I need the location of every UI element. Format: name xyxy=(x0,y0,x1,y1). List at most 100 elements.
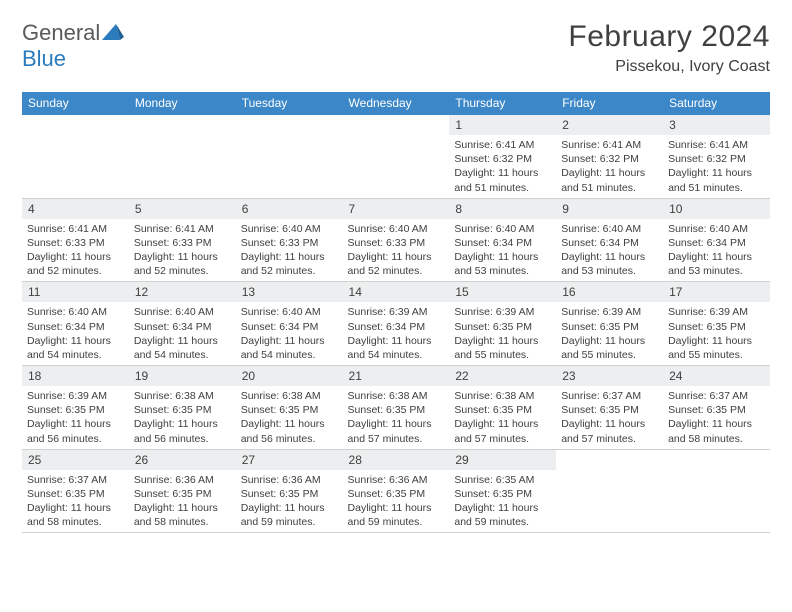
daylight-text: Daylight: 11 hours and 54 minutes. xyxy=(348,334,445,362)
daylight-text: Daylight: 11 hours and 51 minutes. xyxy=(454,166,551,194)
title-block: February 2024 Pissekou, Ivory Coast xyxy=(568,20,770,76)
sunrise-text: Sunrise: 6:36 AM xyxy=(241,473,338,487)
calendar-table: SundayMondayTuesdayWednesdayThursdayFrid… xyxy=(22,92,770,533)
daylight-text: Daylight: 11 hours and 51 minutes. xyxy=(668,166,765,194)
sunset-text: Sunset: 6:34 PM xyxy=(668,236,765,250)
sunset-text: Sunset: 6:32 PM xyxy=(668,152,765,166)
day-details: Sunrise: 6:39 AMSunset: 6:35 PMDaylight:… xyxy=(556,302,663,365)
day-details: Sunrise: 6:41 AMSunset: 6:33 PMDaylight:… xyxy=(22,219,129,282)
day-details: Sunrise: 6:40 AMSunset: 6:34 PMDaylight:… xyxy=(22,302,129,365)
day-details: Sunrise: 6:36 AMSunset: 6:35 PMDaylight:… xyxy=(129,470,236,533)
calendar-day-cell: 7Sunrise: 6:40 AMSunset: 6:33 PMDaylight… xyxy=(343,198,450,282)
weekday-header: Friday xyxy=(556,92,663,115)
sunset-text: Sunset: 6:35 PM xyxy=(241,487,338,501)
day-number: 4 xyxy=(22,199,129,219)
calendar-day-cell: 27Sunrise: 6:36 AMSunset: 6:35 PMDayligh… xyxy=(236,449,343,533)
daylight-text: Daylight: 11 hours and 58 minutes. xyxy=(668,417,765,445)
daylight-text: Daylight: 11 hours and 56 minutes. xyxy=(241,417,338,445)
daylight-text: Daylight: 11 hours and 55 minutes. xyxy=(561,334,658,362)
calendar-day-cell: 17Sunrise: 6:39 AMSunset: 6:35 PMDayligh… xyxy=(663,282,770,366)
calendar-day-cell: 4Sunrise: 6:41 AMSunset: 6:33 PMDaylight… xyxy=(22,198,129,282)
daylight-text: Daylight: 11 hours and 55 minutes. xyxy=(454,334,551,362)
calendar-day-cell: 13Sunrise: 6:40 AMSunset: 6:34 PMDayligh… xyxy=(236,282,343,366)
calendar-day-cell: 2Sunrise: 6:41 AMSunset: 6:32 PMDaylight… xyxy=(556,115,663,199)
calendar-day-cell: 21Sunrise: 6:38 AMSunset: 6:35 PMDayligh… xyxy=(343,366,450,450)
day-number: 21 xyxy=(343,366,450,386)
calendar-day-cell xyxy=(236,115,343,199)
calendar-day-cell: 6Sunrise: 6:40 AMSunset: 6:33 PMDaylight… xyxy=(236,198,343,282)
calendar-day-cell: 1Sunrise: 6:41 AMSunset: 6:32 PMDaylight… xyxy=(449,115,556,199)
sunset-text: Sunset: 6:32 PM xyxy=(561,152,658,166)
sunset-text: Sunset: 6:35 PM xyxy=(561,320,658,334)
sunset-text: Sunset: 6:33 PM xyxy=(134,236,231,250)
day-details: Sunrise: 6:38 AMSunset: 6:35 PMDaylight:… xyxy=(343,386,450,449)
calendar-day-cell: 11Sunrise: 6:40 AMSunset: 6:34 PMDayligh… xyxy=(22,282,129,366)
sunrise-text: Sunrise: 6:40 AM xyxy=(27,305,124,319)
day-number: 18 xyxy=(22,366,129,386)
daylight-text: Daylight: 11 hours and 52 minutes. xyxy=(241,250,338,278)
sunrise-text: Sunrise: 6:39 AM xyxy=(561,305,658,319)
calendar-week-row: 25Sunrise: 6:37 AMSunset: 6:35 PMDayligh… xyxy=(22,449,770,533)
logo-text-block: General Blue xyxy=(22,20,124,72)
calendar-week-row: 1Sunrise: 6:41 AMSunset: 6:32 PMDaylight… xyxy=(22,115,770,199)
daylight-text: Daylight: 11 hours and 55 minutes. xyxy=(668,334,765,362)
daylight-text: Daylight: 11 hours and 59 minutes. xyxy=(454,501,551,529)
day-number: 13 xyxy=(236,282,343,302)
sunrise-text: Sunrise: 6:37 AM xyxy=(561,389,658,403)
day-number: 2 xyxy=(556,115,663,135)
daylight-text: Daylight: 11 hours and 57 minutes. xyxy=(348,417,445,445)
sunrise-text: Sunrise: 6:40 AM xyxy=(454,222,551,236)
sunrise-text: Sunrise: 6:41 AM xyxy=(27,222,124,236)
day-number xyxy=(22,115,129,135)
calendar-day-cell: 9Sunrise: 6:40 AMSunset: 6:34 PMDaylight… xyxy=(556,198,663,282)
day-details: Sunrise: 6:37 AMSunset: 6:35 PMDaylight:… xyxy=(22,470,129,533)
sunrise-text: Sunrise: 6:40 AM xyxy=(348,222,445,236)
calendar-day-cell xyxy=(22,115,129,199)
daylight-text: Daylight: 11 hours and 56 minutes. xyxy=(27,417,124,445)
sunset-text: Sunset: 6:32 PM xyxy=(454,152,551,166)
sunset-text: Sunset: 6:34 PM xyxy=(27,320,124,334)
sunset-text: Sunset: 6:35 PM xyxy=(454,403,551,417)
weekday-header: Thursday xyxy=(449,92,556,115)
sunrise-text: Sunrise: 6:41 AM xyxy=(561,138,658,152)
calendar-body: 1Sunrise: 6:41 AMSunset: 6:32 PMDaylight… xyxy=(22,115,770,533)
daylight-text: Daylight: 11 hours and 54 minutes. xyxy=(241,334,338,362)
logo-text-blue: Blue xyxy=(22,46,66,71)
calendar-day-cell xyxy=(343,115,450,199)
day-number: 7 xyxy=(343,199,450,219)
sunrise-text: Sunrise: 6:40 AM xyxy=(561,222,658,236)
daylight-text: Daylight: 11 hours and 54 minutes. xyxy=(134,334,231,362)
day-details: Sunrise: 6:39 AMSunset: 6:34 PMDaylight:… xyxy=(343,302,450,365)
day-number: 12 xyxy=(129,282,236,302)
calendar-day-cell: 3Sunrise: 6:41 AMSunset: 6:32 PMDaylight… xyxy=(663,115,770,199)
day-number: 8 xyxy=(449,199,556,219)
sunrise-text: Sunrise: 6:41 AM xyxy=(134,222,231,236)
weekday-header: Wednesday xyxy=(343,92,450,115)
logo-sail-icon xyxy=(102,27,124,44)
weekday-header: Tuesday xyxy=(236,92,343,115)
day-number: 23 xyxy=(556,366,663,386)
calendar-day-cell: 29Sunrise: 6:35 AMSunset: 6:35 PMDayligh… xyxy=(449,449,556,533)
sunrise-text: Sunrise: 6:40 AM xyxy=(134,305,231,319)
calendar-day-cell: 16Sunrise: 6:39 AMSunset: 6:35 PMDayligh… xyxy=(556,282,663,366)
sunrise-text: Sunrise: 6:39 AM xyxy=(454,305,551,319)
sunset-text: Sunset: 6:35 PM xyxy=(27,403,124,417)
calendar-day-cell: 5Sunrise: 6:41 AMSunset: 6:33 PMDaylight… xyxy=(129,198,236,282)
day-number: 3 xyxy=(663,115,770,135)
day-details: Sunrise: 6:37 AMSunset: 6:35 PMDaylight:… xyxy=(663,386,770,449)
calendar-day-cell: 20Sunrise: 6:38 AMSunset: 6:35 PMDayligh… xyxy=(236,366,343,450)
day-number: 28 xyxy=(343,450,450,470)
calendar-day-cell: 23Sunrise: 6:37 AMSunset: 6:35 PMDayligh… xyxy=(556,366,663,450)
sunrise-text: Sunrise: 6:36 AM xyxy=(348,473,445,487)
day-number: 29 xyxy=(449,450,556,470)
sunset-text: Sunset: 6:35 PM xyxy=(454,320,551,334)
day-number: 25 xyxy=(22,450,129,470)
logo-text-general: General xyxy=(22,20,100,45)
day-details: Sunrise: 6:41 AMSunset: 6:32 PMDaylight:… xyxy=(663,135,770,198)
day-number xyxy=(236,115,343,135)
daylight-text: Daylight: 11 hours and 57 minutes. xyxy=(561,417,658,445)
day-details: Sunrise: 6:40 AMSunset: 6:34 PMDaylight:… xyxy=(449,219,556,282)
calendar-day-cell: 18Sunrise: 6:39 AMSunset: 6:35 PMDayligh… xyxy=(22,366,129,450)
day-number: 19 xyxy=(129,366,236,386)
day-number: 14 xyxy=(343,282,450,302)
